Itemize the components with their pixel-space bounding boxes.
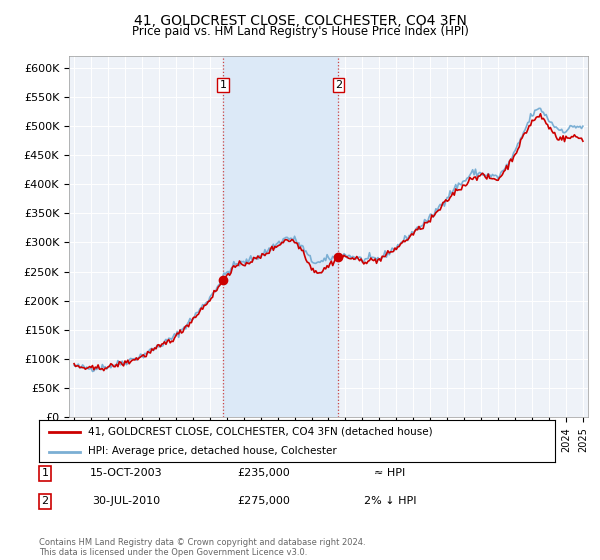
Text: 41, GOLDCREST CLOSE, COLCHESTER, CO4 3FN: 41, GOLDCREST CLOSE, COLCHESTER, CO4 3FN bbox=[134, 14, 466, 28]
Text: 2% ↓ HPI: 2% ↓ HPI bbox=[364, 496, 416, 506]
Text: 15-OCT-2003: 15-OCT-2003 bbox=[89, 468, 163, 478]
Text: HPI: Average price, detached house, Colchester: HPI: Average price, detached house, Colc… bbox=[88, 446, 337, 456]
Text: Contains HM Land Registry data © Crown copyright and database right 2024.
This d: Contains HM Land Registry data © Crown c… bbox=[39, 538, 365, 557]
Text: 2: 2 bbox=[335, 80, 342, 90]
Text: ≈ HPI: ≈ HPI bbox=[374, 468, 406, 478]
Text: 1: 1 bbox=[220, 80, 227, 90]
Text: Price paid vs. HM Land Registry's House Price Index (HPI): Price paid vs. HM Land Registry's House … bbox=[131, 25, 469, 38]
Text: 2: 2 bbox=[41, 496, 49, 506]
Text: 41, GOLDCREST CLOSE, COLCHESTER, CO4 3FN (detached house): 41, GOLDCREST CLOSE, COLCHESTER, CO4 3FN… bbox=[88, 427, 433, 437]
Text: 1: 1 bbox=[41, 468, 49, 478]
Text: 30-JUL-2010: 30-JUL-2010 bbox=[92, 496, 160, 506]
Bar bbox=[223, 56, 338, 417]
Text: £235,000: £235,000 bbox=[238, 468, 290, 478]
Text: £275,000: £275,000 bbox=[238, 496, 290, 506]
